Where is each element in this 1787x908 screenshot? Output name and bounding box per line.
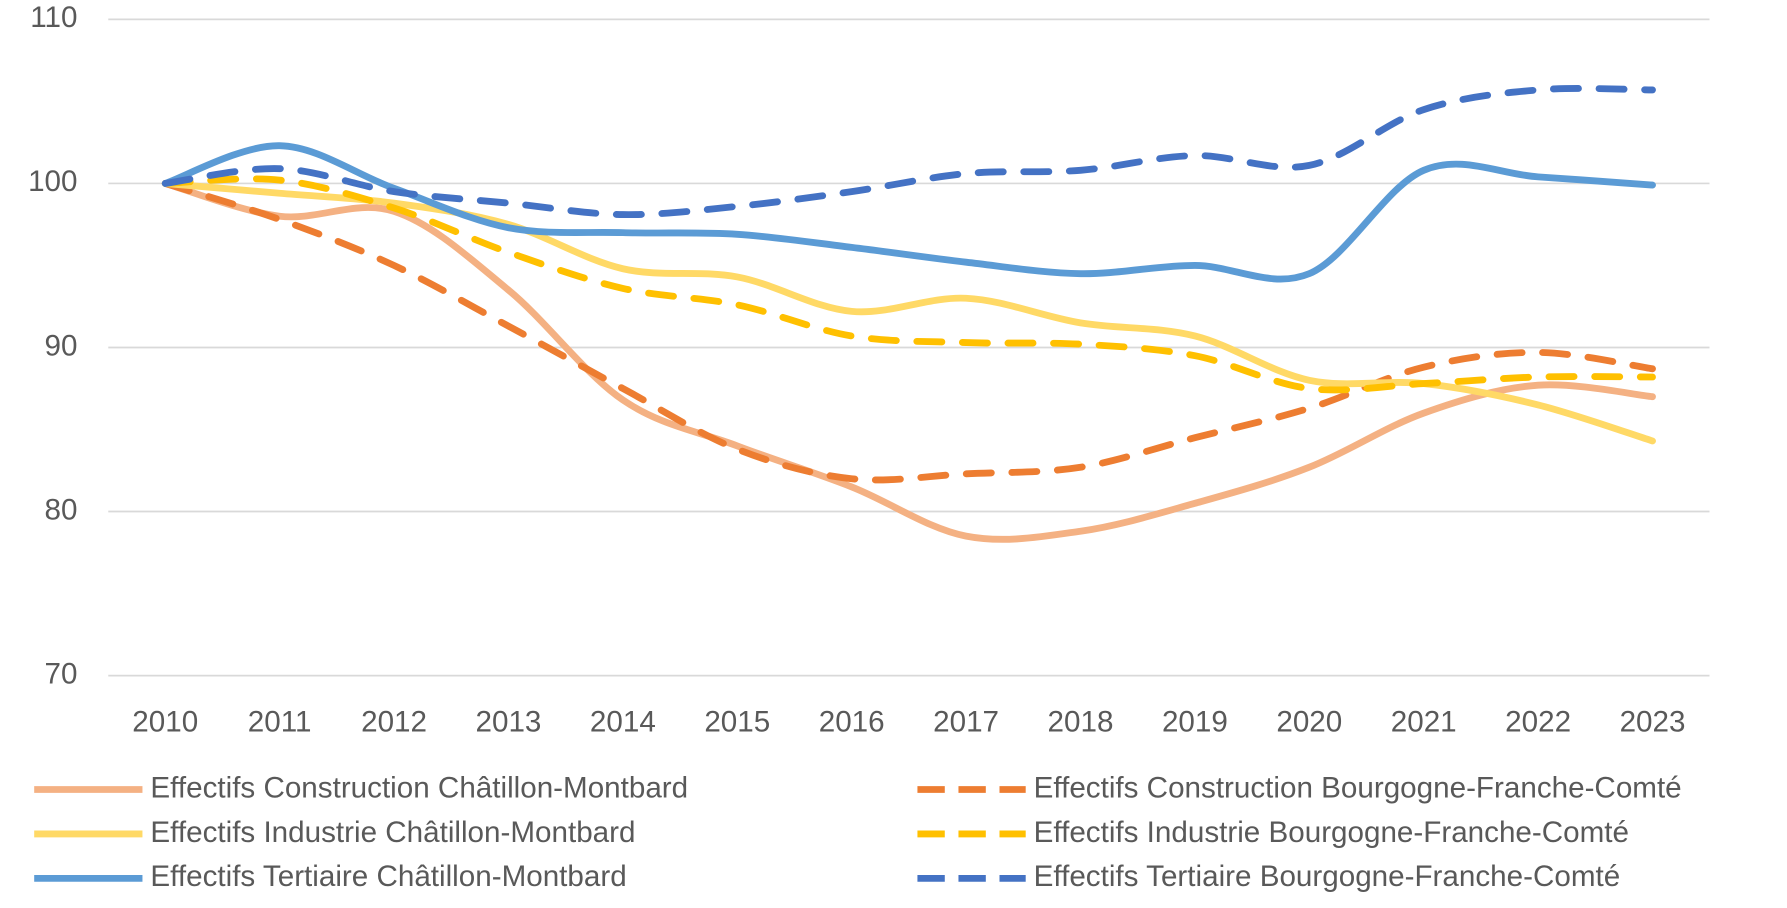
x-tick-label: 2020 (1276, 705, 1342, 738)
series-line (161, 180, 1656, 543)
legend-label: Effectifs Tertiaire Bourgogne-Franche-Co… (1034, 860, 1621, 893)
x-tick-label: 2015 (704, 705, 770, 738)
x-tick-label: 2022 (1505, 705, 1571, 738)
series-line (161, 85, 1656, 219)
legend-label: Effectifs Industrie Bourgogne-Franche-Co… (1034, 816, 1629, 849)
x-tick-label: 2023 (1620, 705, 1686, 738)
x-tick-label: 2021 (1391, 705, 1457, 738)
y-tick-label: 100 (28, 165, 77, 198)
series-line (161, 180, 1656, 445)
y-tick-label: 90 (45, 329, 78, 362)
x-tick-label: 2018 (1048, 705, 1114, 738)
series-line (161, 175, 1656, 394)
x-tick-label: 2019 (1162, 705, 1228, 738)
x-tick-label: 2013 (476, 705, 542, 738)
x-tick-label: 2010 (132, 705, 198, 738)
legend-label: Effectifs Construction Bourgogne-Franche… (1034, 771, 1682, 804)
legend-label: Effectifs Tertiaire Châtillon-Montbard (150, 860, 626, 893)
x-tick-label: 2011 (248, 705, 312, 738)
legend-label: Effectifs Construction Châtillon-Montbar… (150, 771, 688, 804)
x-tick-label: 2016 (819, 705, 885, 738)
x-tick-label: 2017 (933, 705, 999, 738)
y-tick-label: 70 (45, 657, 78, 690)
x-tick-label: 2014 (590, 705, 656, 738)
series-line (161, 180, 1656, 484)
y-tick-label: 80 (45, 493, 78, 526)
x-tick-label: 2012 (361, 705, 427, 738)
y-tick-label: 110 (30, 1, 77, 34)
legend-label: Effectifs Industrie Châtillon-Montbard (150, 816, 635, 849)
